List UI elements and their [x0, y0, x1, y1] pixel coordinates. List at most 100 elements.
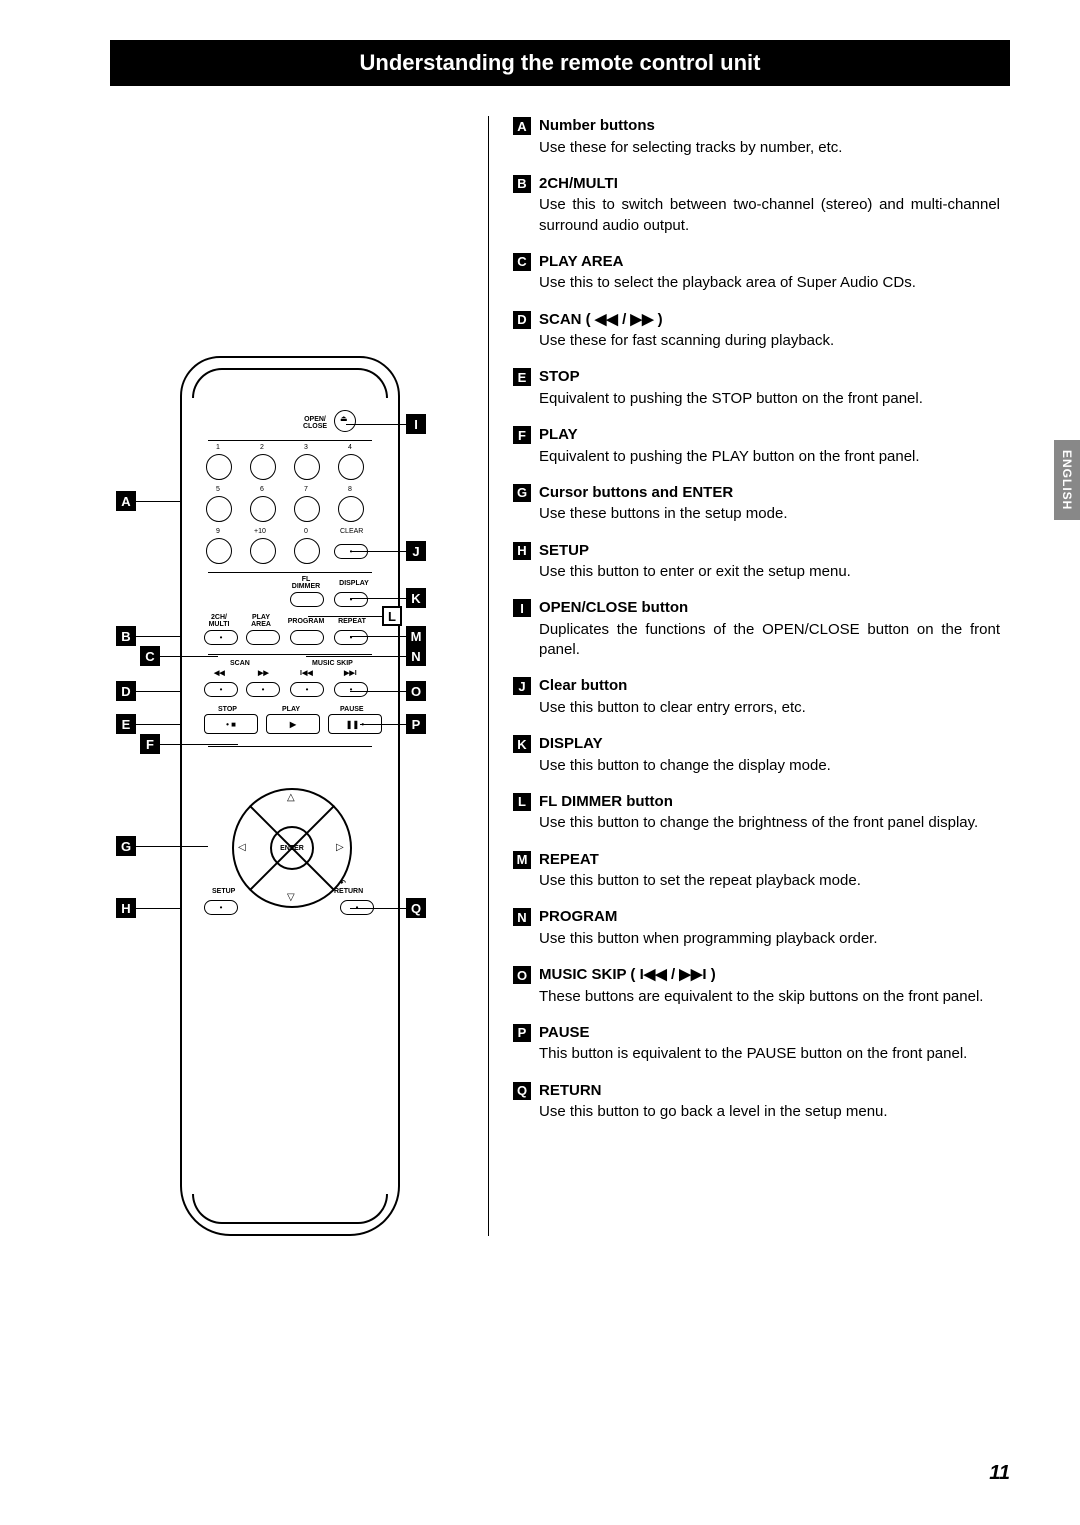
item-body: PAUSEThis button is equivalent to the PA… — [539, 1023, 1000, 1065]
callout-H: H — [116, 898, 136, 918]
label-open-close: OPEN/ CLOSE — [300, 416, 330, 431]
content: OPEN/ CLOSE ⏏ 1 2 3 4 5 6 7 8 — [70, 116, 1010, 1236]
item-desc: Equivalent to pushing the STOP button on… — [539, 389, 1000, 409]
label-fl-dimmer: FL DIMMER — [288, 576, 324, 591]
num-4-label: 4 — [348, 444, 352, 451]
sym-scan-right: ▶▶ — [258, 670, 269, 677]
label-play-area: PLAY AREA — [246, 614, 276, 629]
btn-display: • — [334, 592, 368, 607]
btn-play: ▶ — [266, 714, 320, 734]
item-key-A: A — [513, 117, 531, 135]
num-5 — [206, 496, 232, 522]
page-number: 11 — [989, 1462, 1010, 1485]
label-display: DISPLAY — [334, 580, 374, 587]
divider-2 — [208, 572, 372, 573]
item-body: 2CH/MULTIUse this to switch between two-… — [539, 174, 1000, 236]
label-return: RETURN — [334, 888, 363, 895]
label-repeat: REPEAT — [334, 618, 370, 625]
divider-4 — [208, 746, 372, 747]
item-key-L: L — [513, 793, 531, 811]
item-desc: Use this to select the playback area of … — [539, 273, 1000, 293]
num-3 — [294, 454, 320, 480]
num-0-label: 0 — [304, 528, 308, 535]
item-desc: This button is equivalent to the PAUSE b… — [539, 1044, 1000, 1064]
item-desc: Use this to switch between two-channel (… — [539, 195, 1000, 236]
item-key-F: F — [513, 426, 531, 444]
label-music-skip: MUSIC SKIP — [312, 660, 353, 667]
num-1-label: 1 — [216, 444, 220, 451]
num-1 — [206, 454, 232, 480]
item-desc: Use these for fast scanning during playb… — [539, 331, 1000, 351]
callout-K: K — [406, 588, 426, 608]
item-desc: Use this button to enter or exit the set… — [539, 562, 1000, 582]
callout-G: G — [116, 836, 136, 856]
clear-label: CLEAR — [340, 528, 363, 535]
label-play: PLAY — [282, 706, 300, 713]
item-body: MUSIC SKIP ( I◀◀ / ▶▶I )These buttons ar… — [539, 965, 1000, 1007]
item-desc: Use this button to clear entry errors, e… — [539, 698, 1000, 718]
num-7-label: 7 — [304, 486, 308, 493]
num-7 — [294, 496, 320, 522]
label-program: PROGRAM — [284, 618, 328, 625]
sym-skip-left: I◀◀ — [300, 670, 313, 677]
num-10-label: +10 — [254, 528, 266, 535]
num-3-label: 3 — [304, 444, 308, 451]
item-body: REPEATUse this button to set the repeat … — [539, 850, 1000, 892]
item-desc: Use this button when programming playbac… — [539, 929, 1000, 949]
item-A: ANumber buttonsUse these for selecting t… — [513, 116, 1000, 158]
item-body: Clear buttonUse this button to clear ent… — [539, 676, 1000, 718]
item-body: RETURNUse this button to go back a level… — [539, 1081, 1000, 1123]
num-6-label: 6 — [260, 486, 264, 493]
page-title: Understanding the remote control unit — [360, 50, 761, 76]
item-key-P: P — [513, 1024, 531, 1042]
divider-3 — [208, 654, 372, 655]
item-title: REPEAT — [539, 850, 1000, 870]
item-L: L FL DIMMER buttonUse this button to chan… — [513, 792, 1000, 834]
descriptions: ANumber buttonsUse these for selecting t… — [488, 116, 1010, 1236]
label-pause: PAUSE — [340, 706, 364, 713]
item-title: SETUP — [539, 541, 1000, 561]
num-2-label: 2 — [260, 444, 264, 451]
callout-D: D — [116, 681, 136, 701]
item-E: ESTOPEquivalent to pushing the STOP butt… — [513, 367, 1000, 409]
callout-B: B — [116, 626, 136, 646]
callout-N: N — [406, 646, 426, 666]
item-key-K: K — [513, 735, 531, 753]
item-body: FL DIMMER buttonUse this button to chang… — [539, 792, 1000, 834]
page: Understanding the remote control unit OP… — [0, 0, 1080, 1236]
item-desc: Use this button to change the brightness… — [539, 813, 1000, 833]
num-8-label: 8 — [348, 486, 352, 493]
callout-J: J — [406, 541, 426, 561]
item-body: DISPLAYUse this button to change the dis… — [539, 734, 1000, 776]
item-body: STOPEquivalent to pushing the STOP butto… — [539, 367, 1000, 409]
label-scan: SCAN — [230, 660, 250, 667]
callout-M: M — [406, 626, 426, 646]
item-C: CPLAY AREAUse this to select the playbac… — [513, 252, 1000, 294]
item-title: Number buttons — [539, 116, 1000, 136]
item-key-B: B — [513, 175, 531, 193]
item-I: IOPEN/CLOSE buttonDuplicates the functio… — [513, 598, 1000, 660]
callout-Q: Q — [406, 898, 426, 918]
callout-L: L — [382, 606, 402, 626]
item-desc: Use this button to change the display mo… — [539, 756, 1000, 776]
item-K: K DISPLAYUse this button to change the di… — [513, 734, 1000, 776]
item-desc: Use these buttons in the setup mode. — [539, 504, 1000, 524]
btn-repeat: • — [334, 630, 368, 645]
item-key-H: H — [513, 542, 531, 560]
num-9 — [206, 538, 232, 564]
arrow-up-icon: △ — [287, 792, 295, 803]
num-6 — [250, 496, 276, 522]
callout-P: P — [406, 714, 426, 734]
item-J: JClear buttonUse this button to clear en… — [513, 676, 1000, 718]
arrow-right-icon: ▷ — [336, 842, 344, 853]
remote-top-trim — [192, 368, 388, 398]
item-key-G: G — [513, 484, 531, 502]
callout-F: F — [140, 734, 160, 754]
item-title: PLAY AREA — [539, 252, 1000, 272]
item-D: DSCAN ( ◀◀ / ▶▶ )Use these for fast scan… — [513, 310, 1000, 352]
btn-stop: • ■ — [204, 714, 258, 734]
item-body: Cursor buttons and ENTERUse these button… — [539, 483, 1000, 525]
title-bar: Understanding the remote control unit — [110, 40, 1010, 86]
figure-column: OPEN/ CLOSE ⏏ 1 2 3 4 5 6 7 8 — [70, 116, 470, 1236]
sym-return: ↶ — [340, 880, 346, 887]
